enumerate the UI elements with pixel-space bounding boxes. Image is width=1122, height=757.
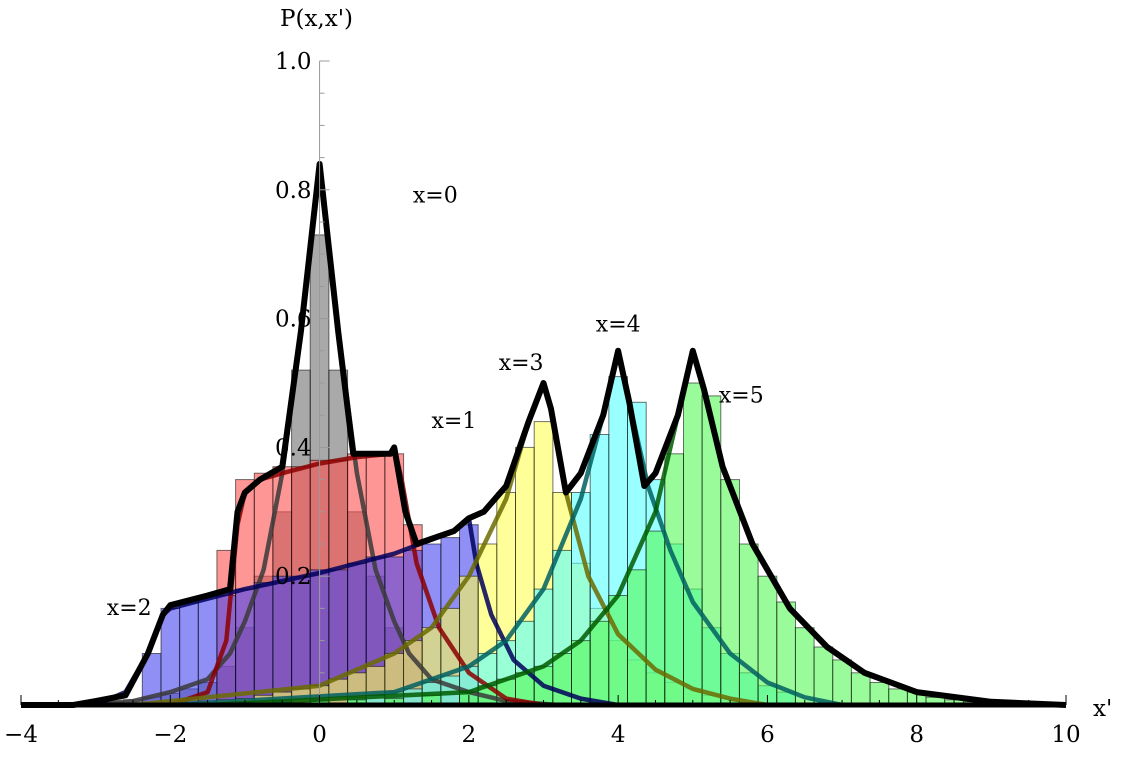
bar [328,678,349,706]
curve-label-3: x=3 [499,351,544,376]
bar [813,646,834,706]
bar [738,543,759,706]
x-tick-label: 10 [1051,722,1080,748]
envelope-curve-group [21,161,1067,708]
bar [832,659,852,706]
histogram-bars [85,234,1002,706]
bar [589,620,610,706]
x-tick-label: 8 [909,722,924,748]
x-tick-label: 0 [312,722,327,748]
bar [720,479,740,706]
x-tick-label: −2 [153,722,187,748]
y-tick-label: 0.6 [275,307,312,333]
x-tick-label: 6 [760,722,775,748]
y-tick-label: 1.0 [275,49,312,75]
bar [253,582,274,706]
x-tick-label: −4 [4,722,38,748]
y-tick-label: 0.4 [275,435,312,461]
curve-label-2: x=2 [107,596,152,621]
curve-labels: x=0 x=1 x=2 x=3 x=4 x=5 [107,184,764,621]
y-tick-label: 0.8 [275,178,312,204]
bar [850,672,871,706]
bar [645,530,666,706]
bar [683,382,703,706]
bar [272,575,293,706]
x-tick-label: 2 [462,722,477,748]
bar [552,653,572,706]
curve-label-4: x=4 [596,313,641,338]
y-axis-label: P(x,x') [280,6,353,32]
curve-label-0: x=0 [413,184,458,209]
x-axis-label: x' [1093,696,1112,722]
y-tick-label: 0.2 [275,564,312,590]
x-tick-label: 4 [611,722,626,748]
bar [627,569,647,706]
bar [608,595,628,706]
curve-label-1: x=1 [432,409,477,434]
axes: −4 −2 0 2 4 6 8 10 0.2 0.4 0.6 0.8 1.0 [4,49,1081,748]
envelope-curve [21,161,1067,708]
curve-label-5: x=5 [719,383,764,408]
